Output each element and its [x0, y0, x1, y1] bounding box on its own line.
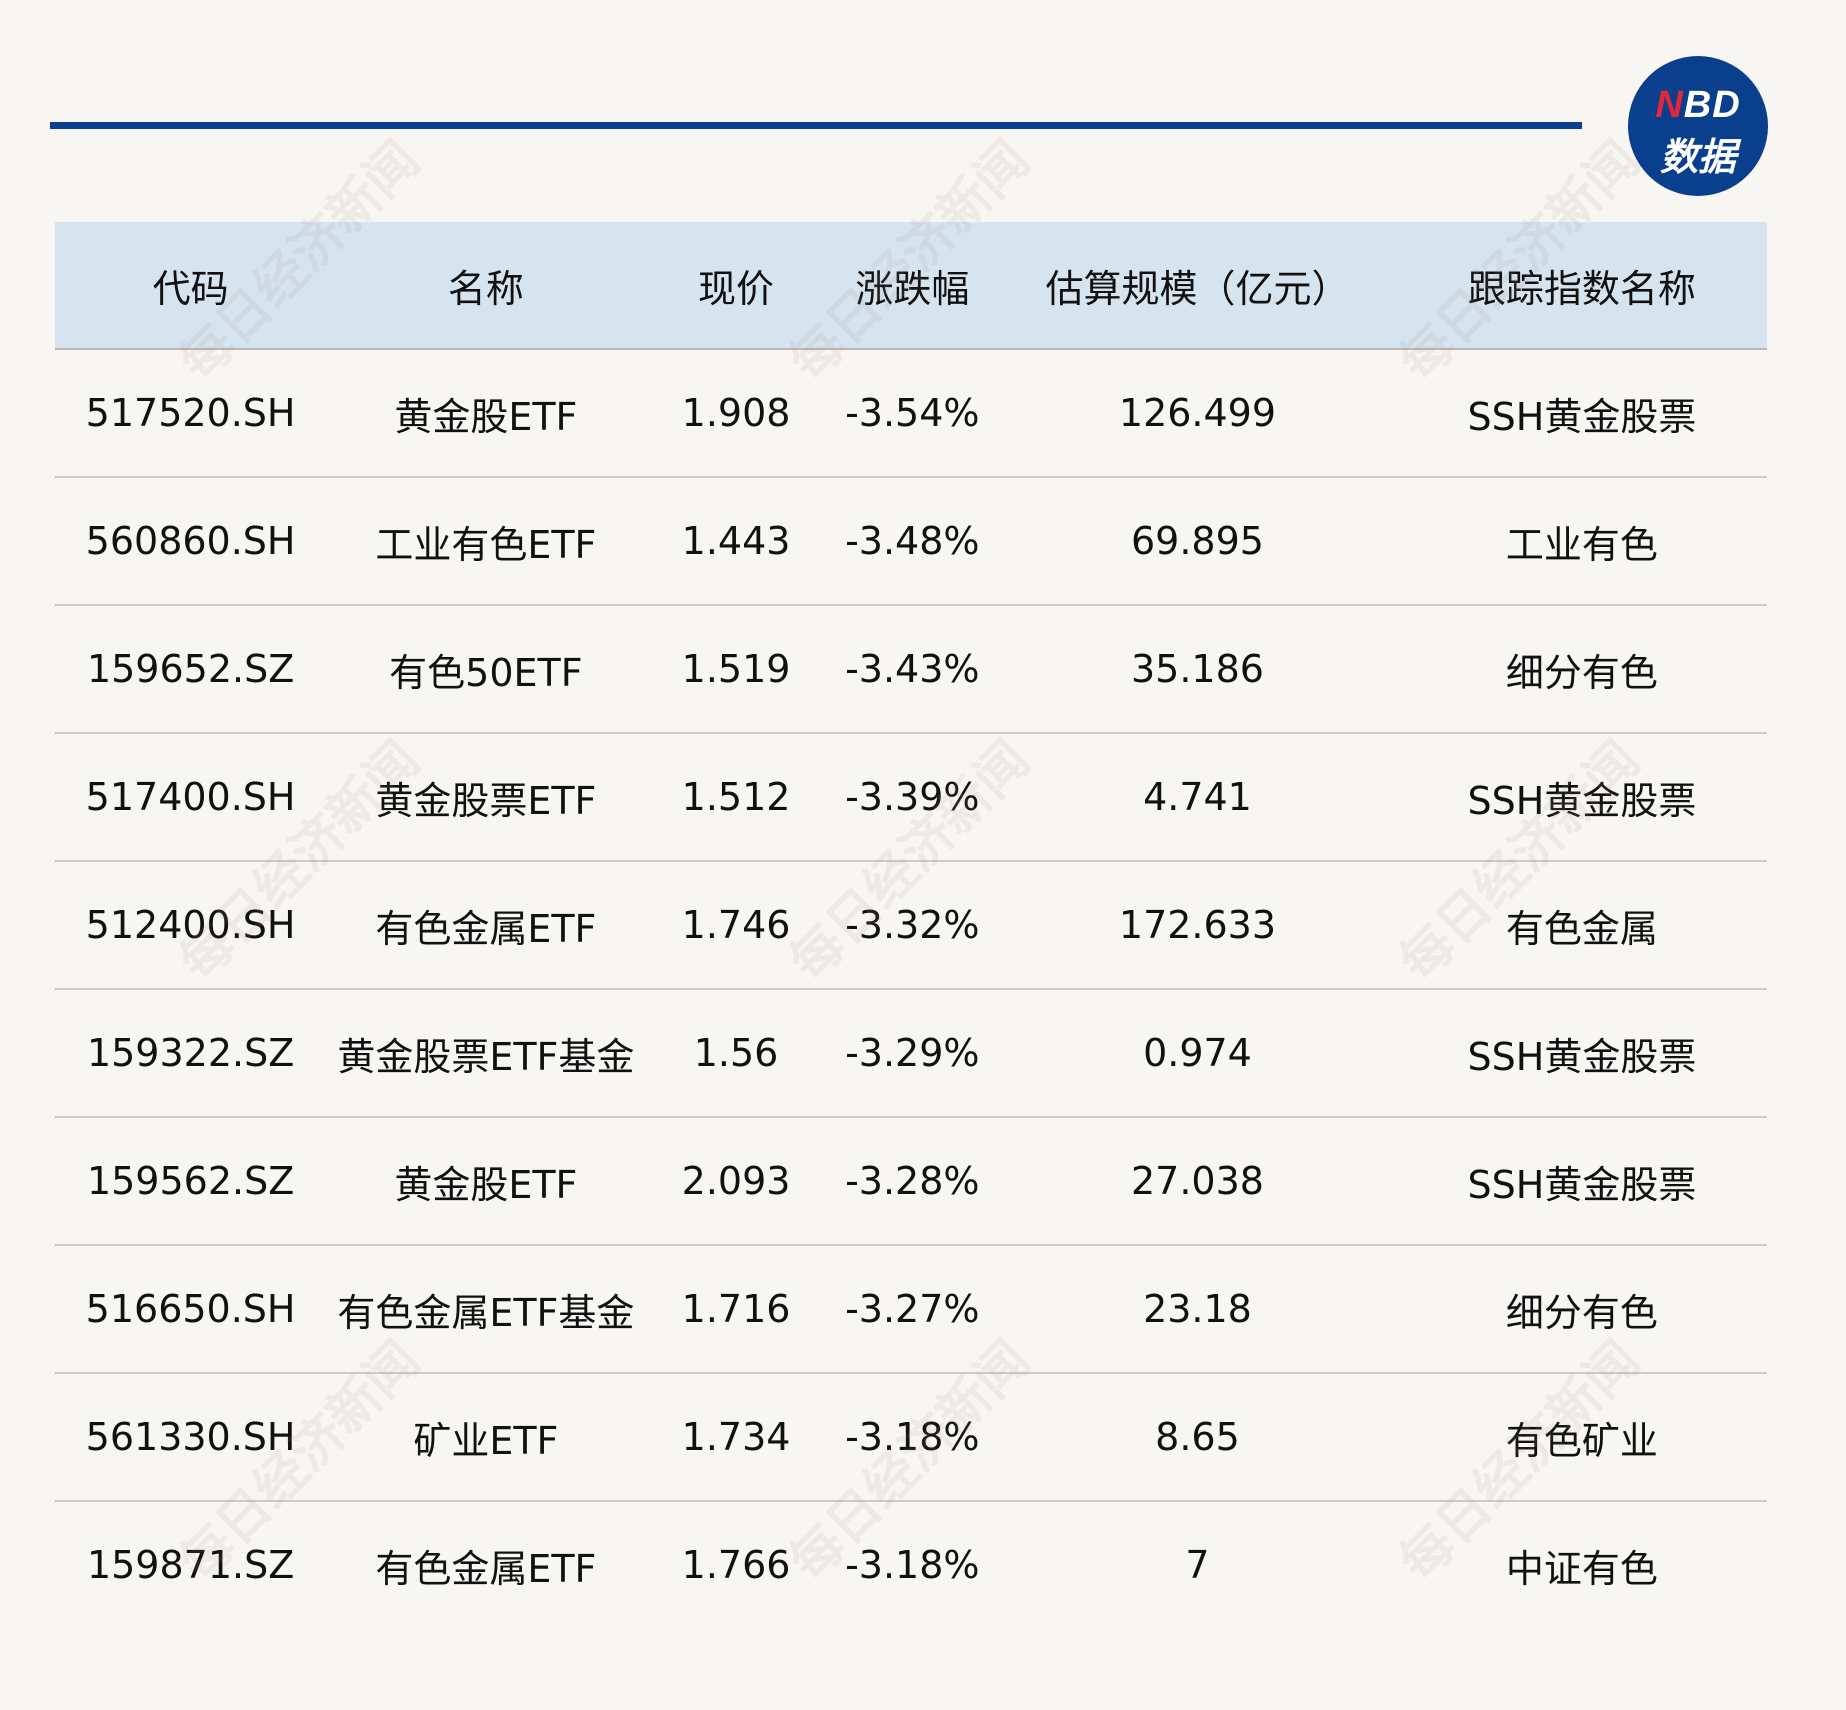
- table-cell: 细分有色: [1396, 1245, 1767, 1374]
- table-cell: SSH黄金股票: [1396, 733, 1767, 862]
- table-row: 159322.SZ 黄金股票ETF基金 1.56 -3.29% 0.974 SSH黄金股票: [55, 989, 1767, 1118]
- table-cell: 561330.SH: [55, 1373, 327, 1502]
- table-row: 159562.SZ 黄金股ETF 2.093 -3.28% 27.038 SSH黄金股票: [55, 1117, 1767, 1246]
- table-cell: SSH黄金股票: [1396, 1117, 1767, 1246]
- table-cell: -3.39%: [826, 733, 999, 862]
- table-cell: -3.18%: [845, 1543, 980, 1587]
- table-cell: 有色金属ETF: [326, 861, 646, 990]
- table-cell: 517520.SH: [55, 349, 327, 478]
- table-cell: 27.038: [998, 1117, 1397, 1246]
- table-cell: 有色金属: [1396, 861, 1767, 990]
- table-cell: 黄金股ETF: [326, 349, 646, 478]
- table-cell: 1.716: [645, 1245, 827, 1374]
- table-cell: 有色金属ETF: [375, 1546, 597, 1591]
- table-cell: -3.27%: [826, 1245, 999, 1374]
- table-cell: 8.65: [998, 1373, 1397, 1502]
- nbd-data-logo: NBD 数据: [1628, 56, 1768, 196]
- table-cell: 1.766: [681, 1543, 791, 1587]
- table-row: 517520.SH 黄金股ETF 1.908 -3.54% 126.499 SSH黄金股票: [55, 349, 1767, 478]
- table-cell: 黄金股票ETF基金: [326, 989, 646, 1118]
- table-cell: 159562.SZ: [55, 1117, 327, 1246]
- table-cell: 517400.SH: [55, 733, 327, 862]
- etf-table: 代码 名称 现价 涨跌幅 估算规模（亿元） 跟踪指数名称 517520.SH 黄金股ETF 1…: [55, 222, 1767, 1628]
- table-cell: -3.54%: [826, 349, 999, 478]
- table-cell: SSH黄金股票: [1396, 989, 1767, 1118]
- table-cell: 有色金属ETF基金: [326, 1245, 646, 1374]
- table-cell: -3.48%: [826, 477, 999, 606]
- table-cell: 159652.SZ: [55, 605, 327, 734]
- table-row: 560860.SH 工业有色ETF 1.443 -3.48% 69.895 工业有色: [55, 477, 1767, 606]
- table-cell: SSH黄金股票: [1396, 349, 1767, 478]
- column-header: 跟踪指数名称: [1396, 222, 1767, 350]
- table-cell: 有色50ETF: [326, 605, 646, 734]
- logo-bd: BD: [1683, 84, 1741, 126]
- table-row: 159652.SZ 有色50ETF 1.519 -3.43% 35.186 细分有色: [55, 605, 1767, 734]
- table-cell: 0.974: [998, 989, 1397, 1118]
- table-cell: 4.741: [998, 733, 1397, 862]
- table-cell: -3.28%: [826, 1117, 999, 1246]
- table-cell: -3.18%: [826, 1373, 999, 1502]
- table-cell: 中证有色: [1505, 1546, 1658, 1591]
- table-cell: 23.18: [998, 1245, 1397, 1374]
- table-cell: -3.43%: [826, 605, 999, 734]
- table-row: 512400.SH 有色金属ETF 1.746 -3.32% 172.633 有色金属: [55, 861, 1767, 990]
- table-cell: 1.519: [645, 605, 827, 734]
- column-header: 估算规模（亿元）: [998, 222, 1397, 350]
- column-header: 名称: [326, 222, 646, 350]
- table-row: 517400.SH 黄金股票ETF 1.512 -3.39% 4.741 SSH黄金股票: [55, 733, 1767, 862]
- table-cell: 2.093: [645, 1117, 827, 1246]
- column-header: 涨跌幅: [826, 222, 999, 350]
- table-cell: 1.908: [645, 349, 827, 478]
- table-cell: 560860.SH: [55, 477, 327, 606]
- column-header: 现价: [645, 222, 827, 350]
- table-cell: 7: [1185, 1543, 1210, 1587]
- logo-shuju: 数据: [1659, 137, 1736, 179]
- table-cell: 512400.SH: [55, 861, 327, 990]
- table-cell: 159322.SZ: [55, 989, 327, 1118]
- table-cell: 126.499: [998, 349, 1397, 478]
- table-cell: 有色矿业: [1396, 1373, 1767, 1502]
- table-cell: 细分有色: [1396, 605, 1767, 734]
- table-row: 159871.SZ 有色金属ETF 1.766 -3.18% 7 中证有色: [55, 1501, 1767, 1628]
- table-cell: 工业有色: [1396, 477, 1767, 606]
- table-cell: 35.186: [998, 605, 1397, 734]
- table-cell: 1.56: [645, 989, 827, 1118]
- header-rule: [50, 122, 1582, 129]
- table-cell: 69.895: [998, 477, 1397, 606]
- table-header-row: 代码 名称 现价 涨跌幅 估算规模（亿元） 跟踪指数名称: [55, 222, 1767, 350]
- table-cell: 1.734: [645, 1373, 827, 1502]
- table-row: 516650.SH 有色金属ETF基金 1.716 -3.27% 23.18 细分有色: [55, 1245, 1767, 1374]
- column-header: 代码: [55, 222, 327, 350]
- table-cell: 黄金股ETF: [326, 1117, 646, 1246]
- table-cell: 516650.SH: [55, 1245, 327, 1374]
- table-cell: 黄金股票ETF: [326, 733, 646, 862]
- table-cell: 159871.SZ: [86, 1543, 295, 1587]
- table-cell: -3.32%: [826, 861, 999, 990]
- table-cell: 工业有色ETF: [326, 477, 646, 606]
- table-cell: 172.633: [998, 861, 1397, 990]
- table-cell: 1.443: [645, 477, 827, 606]
- table-cell: -3.29%: [826, 989, 999, 1118]
- logo-n: N: [1655, 84, 1684, 126]
- table-row: 561330.SH 矿业ETF 1.734 -3.18% 8.65 有色矿业: [55, 1373, 1767, 1502]
- table-cell: 1.512: [645, 733, 827, 862]
- table-cell: 矿业ETF: [326, 1373, 646, 1502]
- table-cell: 1.746: [645, 861, 827, 990]
